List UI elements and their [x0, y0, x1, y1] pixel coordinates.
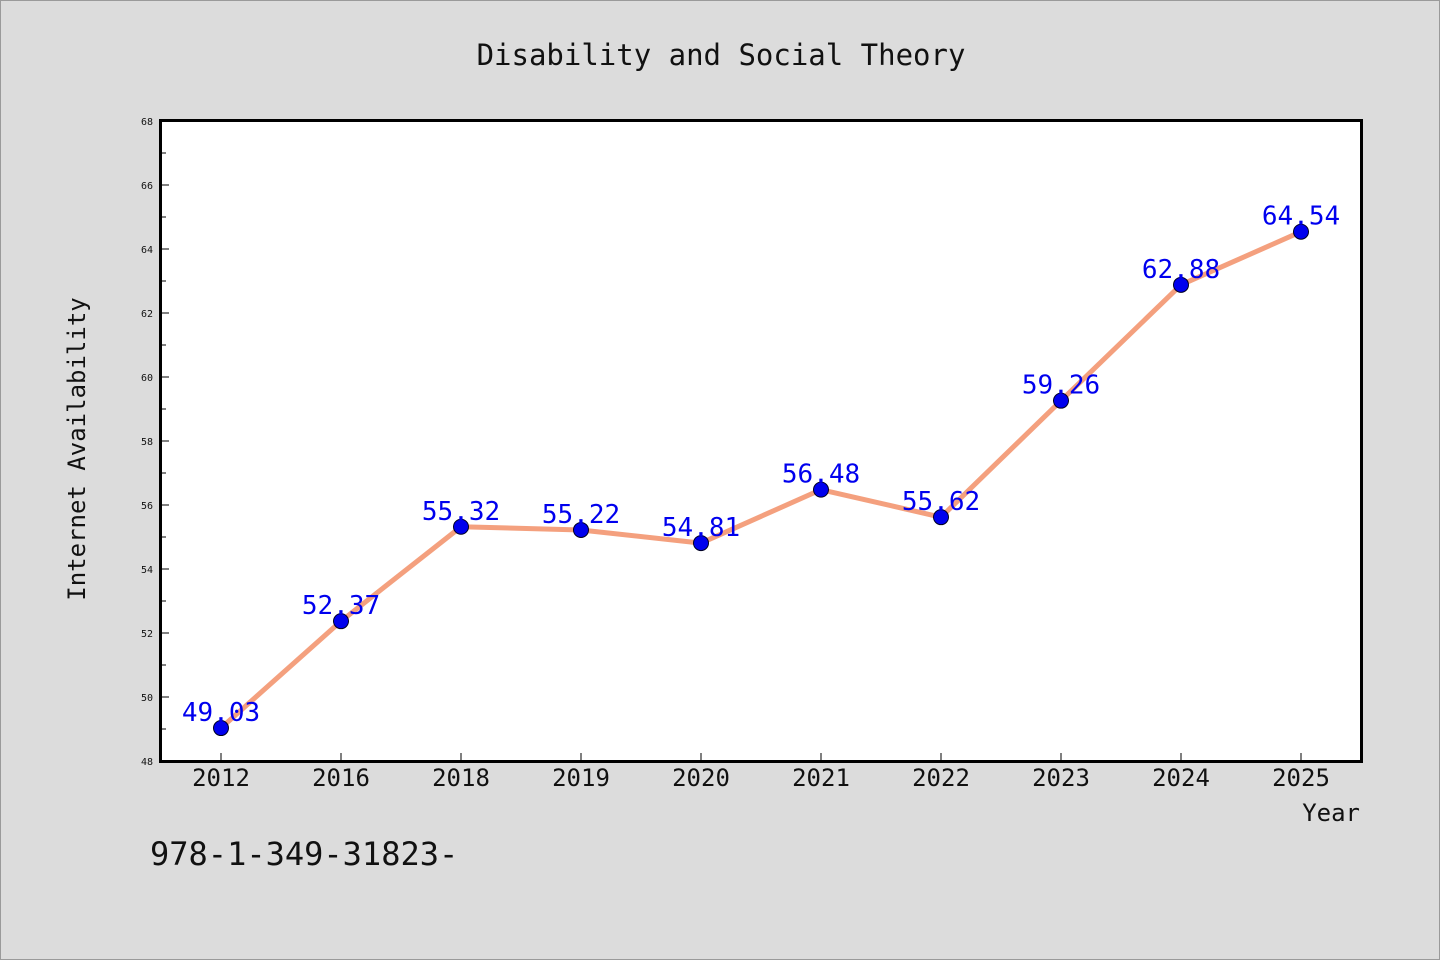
x-tick-label: 2018 — [432, 764, 490, 792]
y-tick-label: 66 — [141, 181, 153, 192]
data-point — [453, 518, 469, 535]
x-tick-label: 2025 — [1272, 764, 1330, 792]
x-axis-title: Year — [1302, 799, 1360, 827]
data-label: 56.48 — [782, 460, 860, 490]
x-tick-label: 2023 — [1032, 764, 1090, 792]
y-tick-label: 60 — [141, 373, 153, 384]
x-axis: 2012 2016 2018 2019 2020 2021 2022 2023 2024 2025 — [192, 753, 1330, 792]
x-tick-label: 2012 — [192, 764, 250, 792]
plot-area — [159, 119, 1363, 763]
y-tick-label: 48 — [141, 757, 153, 768]
data-point — [1173, 276, 1189, 293]
data-label: 55.22 — [542, 500, 620, 530]
y-tick-label: 54 — [141, 565, 153, 576]
data-label: 55.32 — [422, 497, 500, 527]
data-point — [573, 521, 589, 538]
data-label: 52.37 — [302, 591, 380, 621]
footer-identifier: 978-1-349-31823- — [150, 835, 458, 873]
y-tick-label: 64 — [141, 245, 153, 256]
data-label: 59.26 — [1022, 371, 1100, 401]
data-label: 49.03 — [182, 698, 260, 728]
x-tick-label: 2019 — [552, 764, 610, 792]
data-label: 54.81 — [662, 513, 740, 543]
data-label: 62.88 — [1142, 255, 1220, 285]
x-tick-label: 2021 — [792, 764, 850, 792]
y-tick-label: 68 — [141, 117, 153, 128]
data-point — [933, 509, 949, 526]
series-layer: 49.03 52.37 55.32 55.22 54.81 56.48 55.62 59.26… — [182, 202, 1340, 737]
y-axis-title: Internet Availability — [63, 297, 91, 600]
series-line — [218, 229, 1304, 731]
data-label: 64.54 — [1262, 202, 1340, 232]
data-point — [693, 535, 709, 552]
y-tick-label: 56 — [141, 501, 153, 512]
chart-title: Disability and Social Theory — [477, 38, 966, 72]
x-tick-label: 2024 — [1152, 764, 1210, 792]
data-point — [1293, 223, 1309, 240]
y-tick-label: 50 — [141, 693, 153, 704]
y-tick-label: 58 — [141, 437, 153, 448]
data-point — [813, 481, 829, 498]
x-tick-label: 2016 — [312, 764, 370, 792]
data-point — [213, 720, 229, 737]
x-tick-label: 2022 — [912, 764, 970, 792]
y-tick-label: 52 — [141, 629, 153, 640]
y-axis: 48 50 52 54 56 58 60 62 64 66 68 — [141, 117, 169, 768]
x-tick-label: 2020 — [672, 764, 730, 792]
data-label: 55.62 — [902, 487, 980, 517]
data-point — [333, 613, 349, 630]
y-tick-label: 62 — [141, 309, 153, 320]
data-point — [1053, 392, 1069, 409]
